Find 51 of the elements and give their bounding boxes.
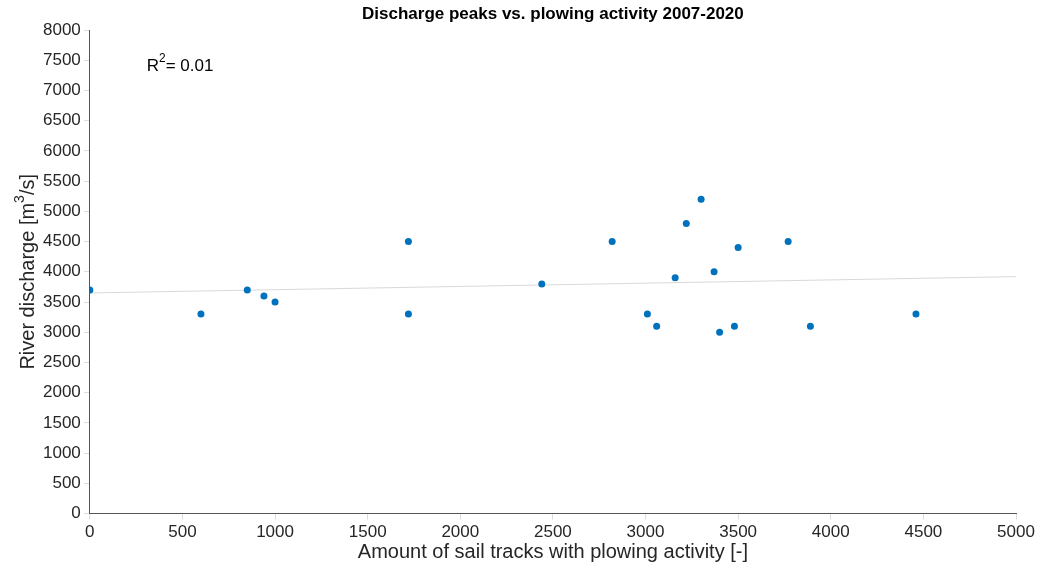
- point: [538, 280, 546, 288]
- x-tick-label: 0: [85, 522, 95, 542]
- y-tick-label: 1000: [42, 442, 81, 462]
- y-tick-label: 8000: [42, 19, 81, 39]
- x-tick-label: 4000: [811, 522, 850, 542]
- point: [197, 310, 205, 318]
- point: [260, 292, 268, 300]
- point: [682, 219, 690, 227]
- y-tick-label: 7500: [42, 49, 81, 69]
- point: [784, 238, 792, 246]
- y-tick-label: 1500: [42, 412, 81, 432]
- point: [734, 244, 742, 252]
- point: [404, 310, 412, 318]
- point: [710, 268, 718, 276]
- chart-title: Discharge peaks vs. plowing activity 2007-2020: [362, 3, 744, 23]
- point: [671, 274, 679, 282]
- x-tick-label: 3000: [626, 522, 665, 542]
- point: [730, 322, 738, 330]
- y-tick-label: 5500: [42, 170, 81, 190]
- point: [653, 322, 661, 330]
- y-tick-label: 500: [52, 473, 81, 493]
- point: [697, 195, 705, 203]
- y-tick-label: 2000: [42, 382, 81, 402]
- y-tick-label: 5000: [42, 201, 81, 221]
- x-axis-title: Amount of sail tracks with plowing activity [-]: [357, 539, 748, 562]
- y-tick-label: 6000: [42, 140, 81, 160]
- x-tick-label: 3500: [719, 522, 758, 542]
- y-tick-label: 7000: [42, 80, 81, 100]
- y-axis-title: River discharge [m3/s]: [10, 173, 38, 370]
- x-tick-label: 5000: [997, 522, 1035, 542]
- point: [271, 298, 279, 306]
- x-tick-label: 4500: [904, 522, 943, 542]
- y-tick-label: 4500: [42, 231, 81, 251]
- y-tick-label: 4000: [42, 261, 81, 281]
- point: [608, 238, 616, 246]
- x-tick-label: 2000: [441, 522, 480, 542]
- x-tick-label: 1000: [256, 522, 294, 542]
- x-tick-label: 2500: [534, 522, 572, 542]
- x-tick-label: 1500: [348, 522, 387, 542]
- point: [243, 286, 251, 294]
- point: [716, 328, 724, 336]
- y-tick-label: 2500: [42, 352, 81, 372]
- point: [806, 322, 814, 330]
- point: [643, 310, 651, 318]
- y-tick-label: 3500: [42, 291, 81, 311]
- y-tick-label: 3000: [42, 321, 81, 341]
- x-tick-label: 500: [168, 522, 197, 542]
- point: [404, 238, 412, 246]
- y-tick-label: 6500: [42, 110, 81, 130]
- point: [912, 310, 920, 318]
- y-tick-label: 0: [71, 503, 81, 523]
